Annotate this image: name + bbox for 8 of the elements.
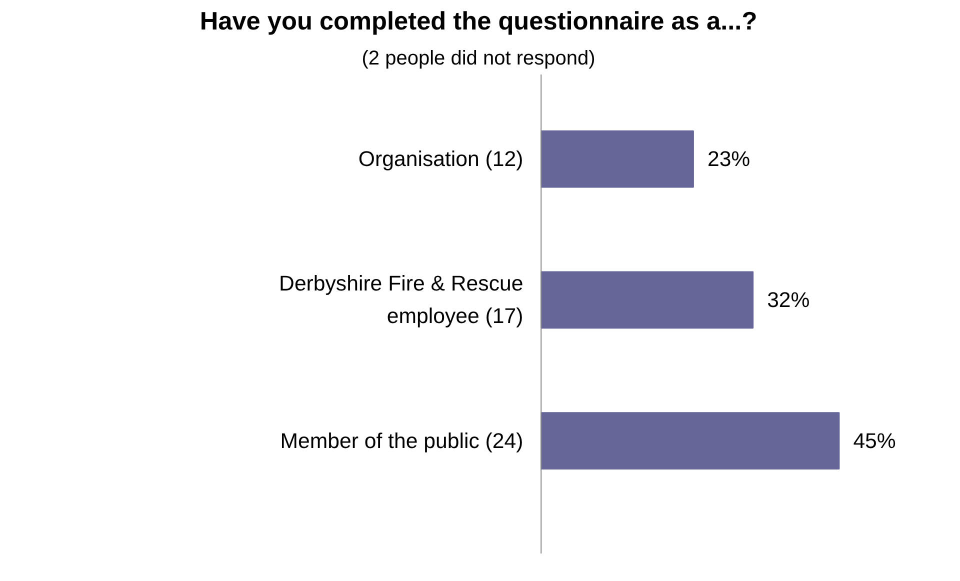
data-label: 45% xyxy=(853,428,896,453)
data-label: 23% xyxy=(707,147,750,172)
y-tick-label: Derbyshire Fire & Rescue employee (17) xyxy=(279,272,524,328)
y-tick-label: Member of the public (24) xyxy=(280,428,524,453)
chart-subtitle: (2 people did not respond) xyxy=(362,48,596,70)
y-tick-label: Organisation (12) xyxy=(358,147,524,172)
data-label: 32% xyxy=(767,288,810,312)
chart-title: Have you completed the questionnaire as a...? xyxy=(200,8,758,36)
